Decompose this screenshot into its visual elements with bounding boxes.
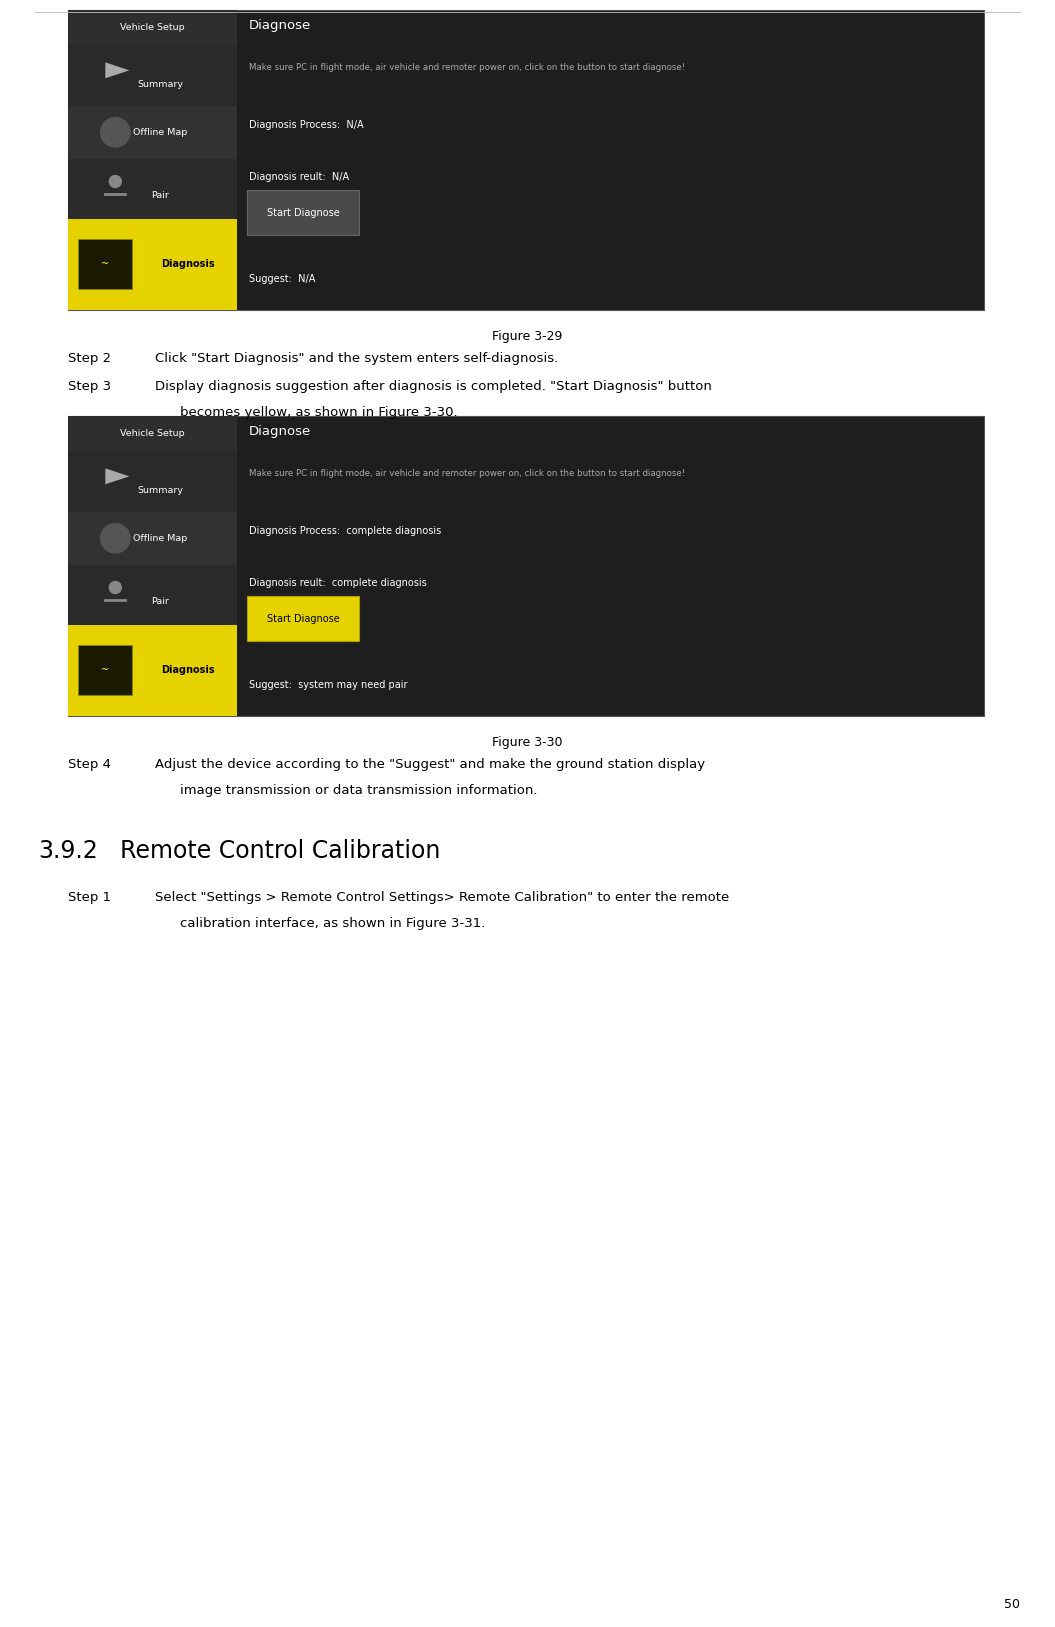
Text: ~: ~ [101, 259, 110, 268]
Text: Offline Map: Offline Map [133, 129, 188, 137]
Text: Step 4: Step 4 [68, 758, 111, 771]
Text: Figure 3-30: Figure 3-30 [493, 735, 562, 748]
Text: Step 3: Step 3 [68, 381, 111, 394]
Text: Summary: Summary [137, 486, 184, 495]
FancyBboxPatch shape [68, 417, 984, 716]
Text: Diagnosis reult:  complete diagnosis: Diagnosis reult: complete diagnosis [249, 578, 427, 589]
FancyBboxPatch shape [68, 158, 237, 218]
FancyBboxPatch shape [78, 239, 132, 290]
FancyBboxPatch shape [68, 106, 237, 158]
Text: Summary: Summary [137, 80, 184, 89]
Text: Diagnosis Process:  N/A: Diagnosis Process: N/A [249, 120, 364, 130]
Text: Pair: Pair [152, 192, 170, 200]
Text: Suggest:  system may need pair: Suggest: system may need pair [249, 680, 407, 690]
FancyBboxPatch shape [78, 644, 132, 695]
FancyBboxPatch shape [68, 218, 237, 311]
FancyBboxPatch shape [68, 10, 984, 311]
Text: Diagnose: Diagnose [249, 20, 311, 33]
Text: calibration interface, as shown in Figure 3-31.: calibration interface, as shown in Figur… [180, 918, 485, 931]
Text: image transmission or data transmission information.: image transmission or data transmission … [180, 784, 537, 797]
Text: Make sure PC in flight mode, air vehicle and remoter power on, click on the butt: Make sure PC in flight mode, air vehicle… [249, 63, 685, 72]
FancyBboxPatch shape [68, 10, 237, 44]
Text: Figure 3-29: Figure 3-29 [493, 330, 562, 343]
Text: Diagnosis: Diagnosis [161, 259, 215, 268]
Text: Click "Start Diagnosis" and the system enters self-diagnosis.: Click "Start Diagnosis" and the system e… [155, 351, 558, 364]
Text: Diagnosis reult:  N/A: Diagnosis reult: N/A [249, 172, 349, 182]
Text: becomes yellow, as shown in Figure 3-30.: becomes yellow, as shown in Figure 3-30. [180, 407, 458, 420]
Text: Display diagnosis suggestion after diagnosis is completed. "Start Diagnosis" but: Display diagnosis suggestion after diagn… [155, 381, 712, 394]
Text: Start Diagnose: Start Diagnose [267, 208, 340, 218]
Text: Vehicle Setup: Vehicle Setup [120, 430, 185, 438]
FancyBboxPatch shape [68, 625, 237, 716]
Circle shape [110, 176, 121, 187]
Text: Start Diagnose: Start Diagnose [267, 613, 340, 623]
FancyBboxPatch shape [247, 597, 359, 641]
Circle shape [100, 117, 130, 146]
Text: Pair: Pair [152, 597, 170, 607]
Text: Select "Settings > Remote Control Settings> Remote Calibration" to enter the rem: Select "Settings > Remote Control Settin… [155, 892, 729, 905]
Circle shape [100, 524, 130, 553]
Text: Adjust the device according to the "Suggest" and make the ground station display: Adjust the device according to the "Sugg… [155, 758, 705, 771]
Text: Diagnosis: Diagnosis [161, 665, 215, 675]
Text: Suggest:  N/A: Suggest: N/A [249, 275, 315, 285]
FancyBboxPatch shape [68, 417, 237, 451]
Text: Step 1: Step 1 [68, 892, 111, 905]
Polygon shape [106, 469, 130, 485]
Text: Offline Map: Offline Map [133, 534, 188, 543]
Text: 50: 50 [1004, 1598, 1020, 1611]
Circle shape [110, 581, 121, 594]
Text: Diagnose: Diagnose [249, 425, 311, 438]
Text: Step 2: Step 2 [68, 351, 111, 364]
FancyBboxPatch shape [68, 513, 237, 565]
FancyBboxPatch shape [68, 451, 237, 513]
Text: Remote Control Calibration: Remote Control Calibration [120, 840, 440, 862]
FancyBboxPatch shape [68, 565, 237, 625]
Text: Diagnosis Process:  complete diagnosis: Diagnosis Process: complete diagnosis [249, 526, 441, 535]
FancyBboxPatch shape [247, 190, 359, 234]
Text: ~: ~ [101, 665, 110, 675]
Text: Vehicle Setup: Vehicle Setup [120, 23, 185, 33]
Text: 3.9.2: 3.9.2 [38, 840, 98, 862]
Polygon shape [106, 62, 130, 78]
Text: Make sure PC in flight mode, air vehicle and remoter power on, click on the butt: Make sure PC in flight mode, air vehicle… [249, 469, 685, 478]
FancyBboxPatch shape [68, 44, 237, 106]
